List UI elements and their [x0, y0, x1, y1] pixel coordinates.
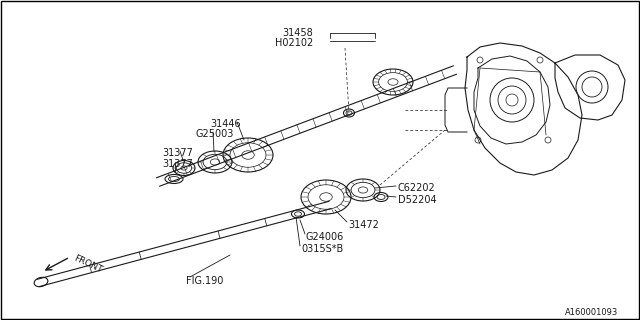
Text: FIG.190: FIG.190 [186, 276, 223, 286]
Text: G25003: G25003 [196, 129, 234, 139]
Text: C62202: C62202 [398, 183, 436, 193]
Text: 31458: 31458 [282, 28, 313, 38]
Text: 31377: 31377 [162, 148, 193, 158]
Text: G24006: G24006 [306, 232, 344, 242]
Text: FRONT: FRONT [72, 254, 104, 275]
Text: A160001093: A160001093 [565, 308, 618, 317]
Text: D52204: D52204 [398, 195, 436, 205]
Text: H02102: H02102 [275, 38, 313, 48]
Text: 0315S*B: 0315S*B [301, 244, 343, 254]
Text: 31377: 31377 [162, 159, 193, 169]
Text: 31472: 31472 [348, 220, 379, 230]
Text: 31446: 31446 [210, 119, 241, 129]
